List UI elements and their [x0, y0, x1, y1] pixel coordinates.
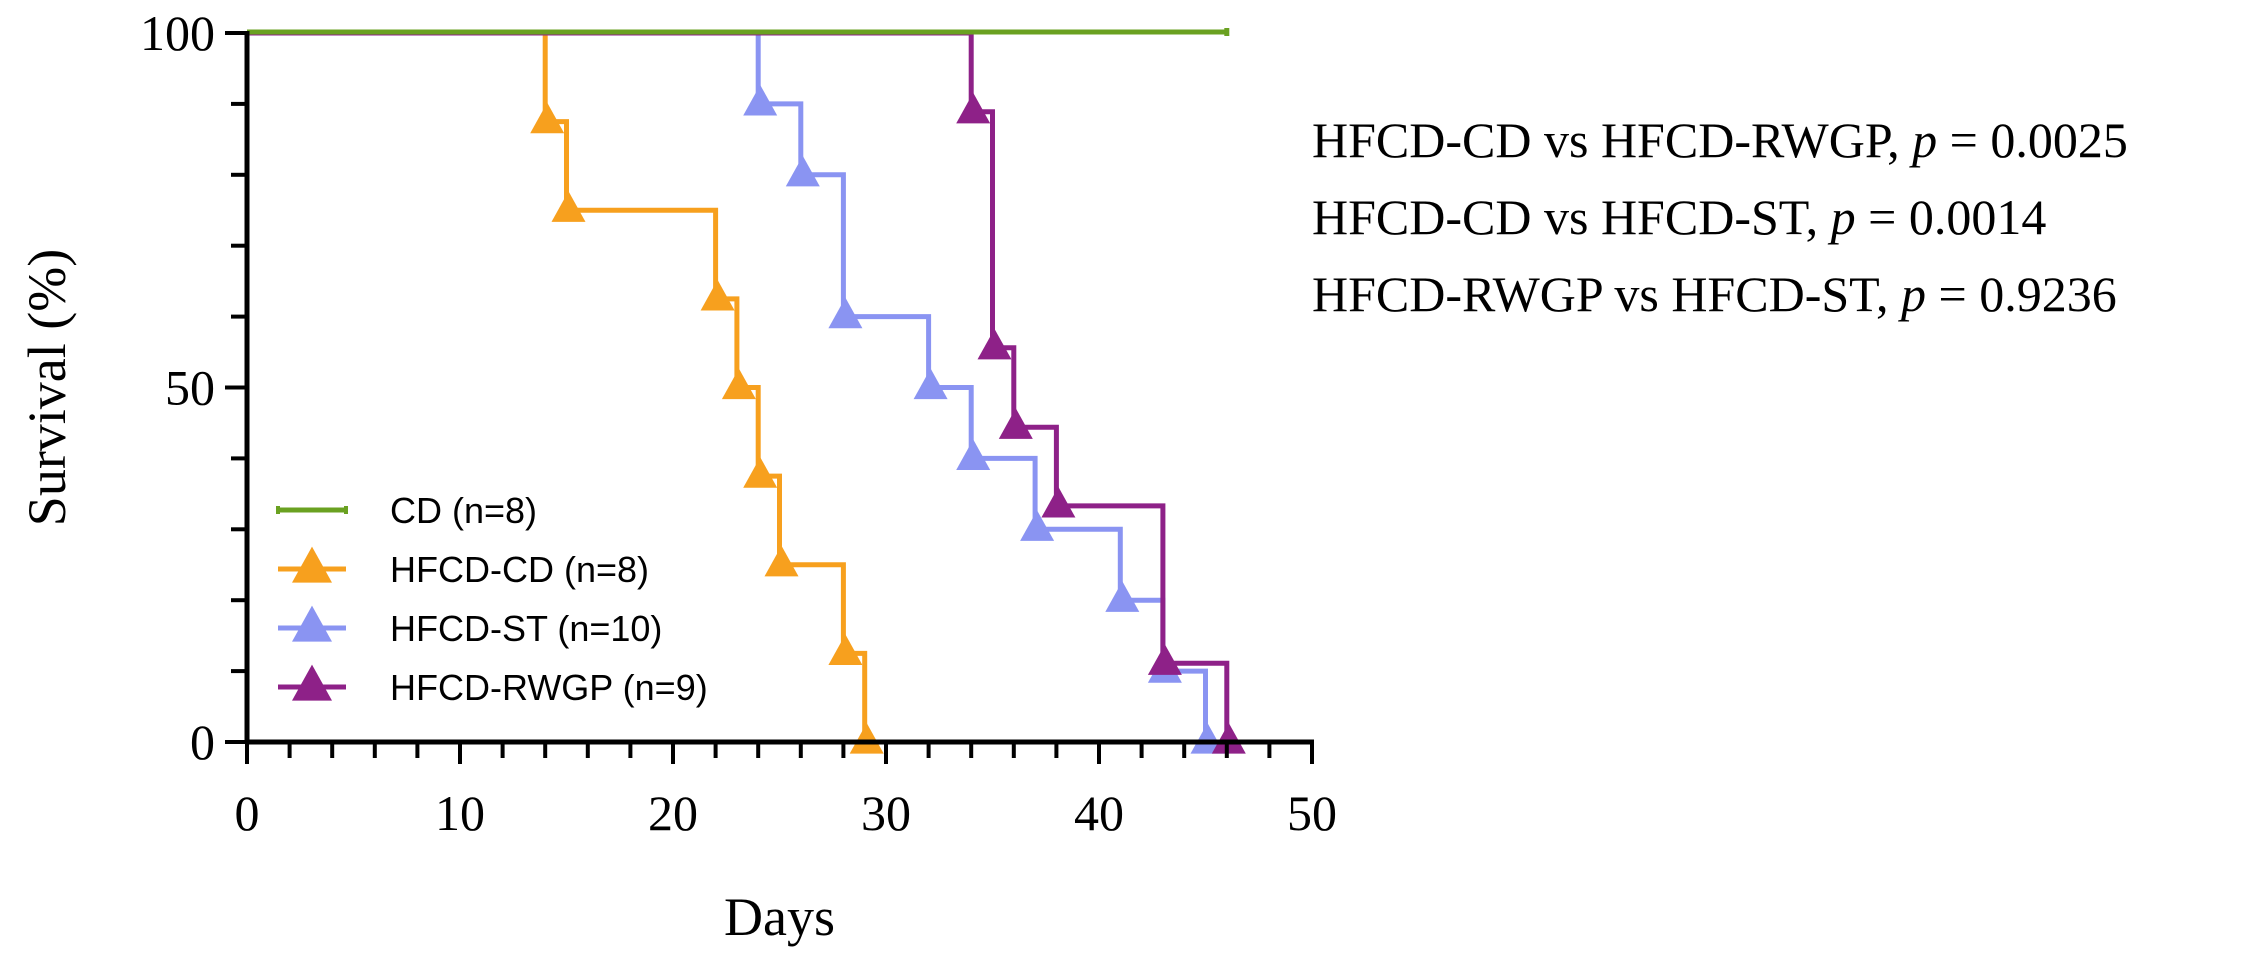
legend-item: HFCD-ST (n=10)	[278, 605, 662, 649]
y-axis-label: Survival (%)	[17, 249, 77, 526]
legend-swatch-marker	[292, 546, 332, 583]
x-tick-label: 10	[435, 785, 485, 841]
p-value-number: 0.0014	[1908, 189, 2047, 245]
survival-marker	[1105, 581, 1140, 612]
survival-marker	[743, 457, 778, 488]
survival-marker	[956, 439, 991, 471]
survival-marker	[977, 328, 1012, 360]
legend-swatch-marker	[292, 605, 332, 642]
p-value-label: HFCD-RWGP vs HFCD-ST,	[1312, 266, 1901, 322]
survival-marker	[764, 545, 799, 577]
survival-marker	[828, 634, 863, 666]
y-tick-label: 50	[165, 360, 215, 416]
series-layer	[247, 28, 1246, 754]
x-axis-label: Days	[724, 887, 835, 947]
p-value-eq: =	[1937, 112, 1991, 168]
survival-marker	[849, 723, 884, 754]
survival-marker	[1211, 723, 1246, 754]
legend-label: HFCD-RWGP (n=9)	[390, 667, 708, 708]
legend-item: HFCD-CD (n=8)	[278, 546, 649, 590]
survival-marker	[1190, 723, 1225, 754]
x-tick-label: 50	[1287, 785, 1337, 841]
y-tick-label: 100	[140, 5, 215, 61]
survival-marker	[1020, 510, 1055, 541]
p-value-label: HFCD-CD vs HFCD-ST,	[1312, 189, 1831, 245]
legend-item: CD (n=8)	[276, 490, 537, 531]
p-symbol: p	[1830, 189, 1856, 245]
legend-swatch-marker	[292, 664, 332, 701]
x-tick-label: 30	[861, 785, 911, 841]
p-value-eq: =	[1926, 266, 1980, 322]
x-tick-label: 20	[648, 785, 698, 841]
p-symbol: p	[1912, 112, 1938, 168]
survival-marker	[828, 297, 863, 329]
legend: CD (n=8) HFCD-CD (n=8) HFCD-ST (n=10) HFCD-…	[276, 490, 708, 708]
p-value-number: 0.0025	[1990, 112, 2128, 168]
p-value-label: HFCD-CD vs HFCD-RWGP,	[1312, 112, 1913, 168]
legend-label: CD (n=8)	[390, 490, 537, 531]
survival-marker	[530, 102, 565, 134]
p-value-eq: =	[1855, 189, 1909, 245]
survival-marker	[913, 368, 948, 400]
legend-label: HFCD-ST (n=10)	[390, 608, 662, 649]
p-symbol: p	[1901, 266, 1926, 322]
survival-marker	[551, 191, 586, 222]
survival-marker	[1147, 644, 1182, 675]
survival-marker	[956, 92, 991, 124]
survival-marker	[1041, 486, 1076, 518]
p-value-annotation-3: HFCD-RWGP vs HFCD-ST, p = 0.9236	[1312, 269, 2117, 319]
x-tick-label: 40	[1074, 785, 1124, 841]
legend-label: HFCD-CD (n=8)	[390, 549, 649, 590]
p-value-number: 0.9236	[1979, 266, 2117, 322]
survival-marker	[743, 84, 778, 116]
legend-item: HFCD-RWGP (n=9)	[278, 664, 708, 708]
x-tick-label: 0	[235, 785, 260, 841]
survival-marker	[721, 368, 756, 400]
survival-marker	[700, 279, 735, 311]
survival-marker	[998, 408, 1033, 439]
y-tick-label: 0	[190, 714, 215, 770]
ticks-layer: 0 10 20 30 40 50 0 50 100	[140, 5, 1337, 841]
p-value-annotation-2: HFCD-CD vs HFCD-ST, p = 0.0014	[1312, 192, 2046, 242]
p-value-annotation-1: HFCD-CD vs HFCD-RWGP, p = 0.0025	[1312, 115, 2128, 165]
survival-marker	[785, 155, 820, 187]
